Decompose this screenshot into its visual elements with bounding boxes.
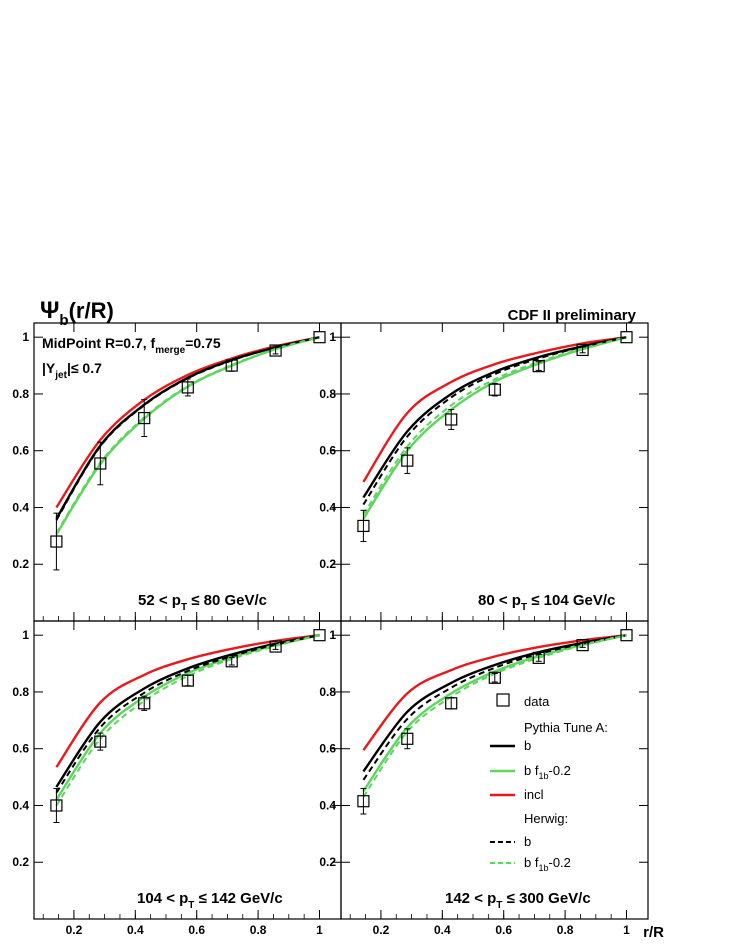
y-axis-title: Ψb(r/R): [40, 297, 114, 329]
x-tick-label: 0.4: [434, 923, 451, 937]
x-tick-label: 1: [623, 923, 630, 937]
legend-herwig-b-label: b: [524, 834, 531, 849]
data-point: [401, 732, 414, 745]
data-point: [138, 697, 151, 710]
legend-data-marker: [496, 693, 510, 707]
legend-pythia-header: Pythia Tune A:: [524, 720, 608, 735]
data-point: [313, 331, 326, 344]
x-tick-label: 0.4: [127, 923, 144, 937]
panel-3: 0.2 0.4 0.6 0.8 1 0.2 0.4 0.6 0.8 1: [12, 620, 342, 937]
legend: data Pythia Tune A: b b f1b-0.2 incl Her…: [490, 693, 608, 873]
y-tick-label: 0.6: [12, 742, 29, 756]
panel-frame: [340, 322, 649, 622]
x-tick-label: 0.8: [557, 923, 574, 937]
data-point: [94, 457, 107, 470]
y-tick-label: 0.4: [12, 798, 29, 812]
data-point: [401, 454, 414, 467]
x-tick-label: 0.6: [188, 923, 205, 937]
data-point: [620, 629, 633, 642]
x-tick-label: 0.2: [373, 923, 390, 937]
y-tick-label: 0.6: [12, 444, 29, 458]
data-point: [269, 640, 282, 653]
panel-frame: [340, 620, 649, 920]
y-tick-label: 0.8: [12, 685, 29, 699]
y-tick-label: 1: [329, 330, 336, 344]
series-line: [362, 634, 627, 751]
panel-label-1: 52 < pT ≤ 80 GeV/c: [138, 592, 267, 613]
x-tick-label: 1: [316, 923, 323, 937]
data-point: [269, 344, 282, 357]
rapidity-label: |Yjet|≤ 0.7: [42, 360, 102, 381]
panel-frame: [33, 620, 342, 920]
panel-label-2: 80 < pT ≤ 104 GeV/c: [478, 592, 615, 613]
panel-label-4: 142 < pT ≤ 300 GeV/c: [445, 890, 591, 911]
data-point: [620, 331, 633, 344]
data-point: [445, 697, 458, 710]
data-point: [138, 411, 151, 425]
data-point: [576, 639, 589, 652]
y-tick-label: 1: [22, 330, 29, 344]
series-line: [362, 336, 627, 483]
y-tick-label: 0.4: [12, 500, 29, 514]
data-point: [50, 799, 63, 812]
series-line: [362, 336, 627, 506]
corner-label: CDF II preliminary: [508, 307, 637, 324]
data-point: [357, 795, 370, 808]
data-point: [181, 674, 194, 687]
data-point: [532, 651, 545, 664]
data-point: [532, 360, 545, 373]
y-tick-label: 0.8: [319, 685, 336, 699]
data-point: [181, 381, 194, 394]
legend-herwig-header: Herwig:: [524, 811, 568, 826]
data-point: [445, 413, 458, 426]
y-tick-label: 0.2: [12, 557, 29, 571]
series-line: [55, 634, 320, 788]
data-point: [94, 735, 107, 748]
y-tick-label: 0.6: [319, 444, 336, 458]
data-point: [576, 343, 589, 357]
y-tick-label: 0.2: [319, 855, 336, 869]
data-point: [50, 535, 63, 548]
y-tick-label: 1: [329, 628, 336, 642]
y-tick-label: 0.4: [319, 500, 336, 514]
data-point: [488, 383, 501, 396]
y-tick-label: 0.2: [319, 557, 336, 571]
panel-4: 0.2 0.4 0.6 0.8 1 0.2 0.4 0.6 0.8 1: [319, 620, 649, 937]
data-point: [357, 519, 370, 533]
y-tick-label: 0.8: [319, 387, 336, 401]
y-tick-label: 0.8: [12, 387, 29, 401]
data-point: [488, 671, 501, 684]
series-line: [55, 634, 320, 807]
panel-1: 0.2 0.4 0.6 0.8 1: [12, 322, 342, 622]
data-point: [225, 655, 238, 668]
data-point: [225, 359, 238, 372]
panel-2: 0.2 0.4 0.6 0.8 1: [319, 322, 649, 622]
legend-data-label: data: [524, 694, 550, 709]
series-line: [362, 634, 627, 792]
legend-pythia-b-label: b: [524, 738, 531, 753]
series-line: [362, 634, 627, 781]
x-tick-label: 0.6: [495, 923, 512, 937]
y-tick-label: 0.6: [319, 742, 336, 756]
x-tick-label: 0.2: [66, 923, 83, 937]
x-axis-title: r/R: [643, 924, 664, 941]
x-tick-label: 0.8: [250, 923, 267, 937]
y-tick-label: 0.4: [319, 798, 336, 812]
y-tick-label: 0.2: [12, 855, 29, 869]
algorithm-label: MidPoint R=0.7, fmerge=0.75: [42, 335, 221, 356]
legend-pythia-bf-label: b f1b-0.2: [524, 763, 571, 781]
data-point: [313, 629, 326, 642]
legend-incl-label: incl: [524, 787, 544, 802]
legend-herwig-bf-label: b f1b-0.2: [524, 855, 571, 873]
y-tick-label: 1: [22, 628, 29, 642]
panels: 0.20.40.60.810.20.40.60.810.20.40.60.810…: [12, 322, 649, 937]
panel-label-3: 104 < pT ≤ 142 GeV/c: [137, 890, 283, 911]
